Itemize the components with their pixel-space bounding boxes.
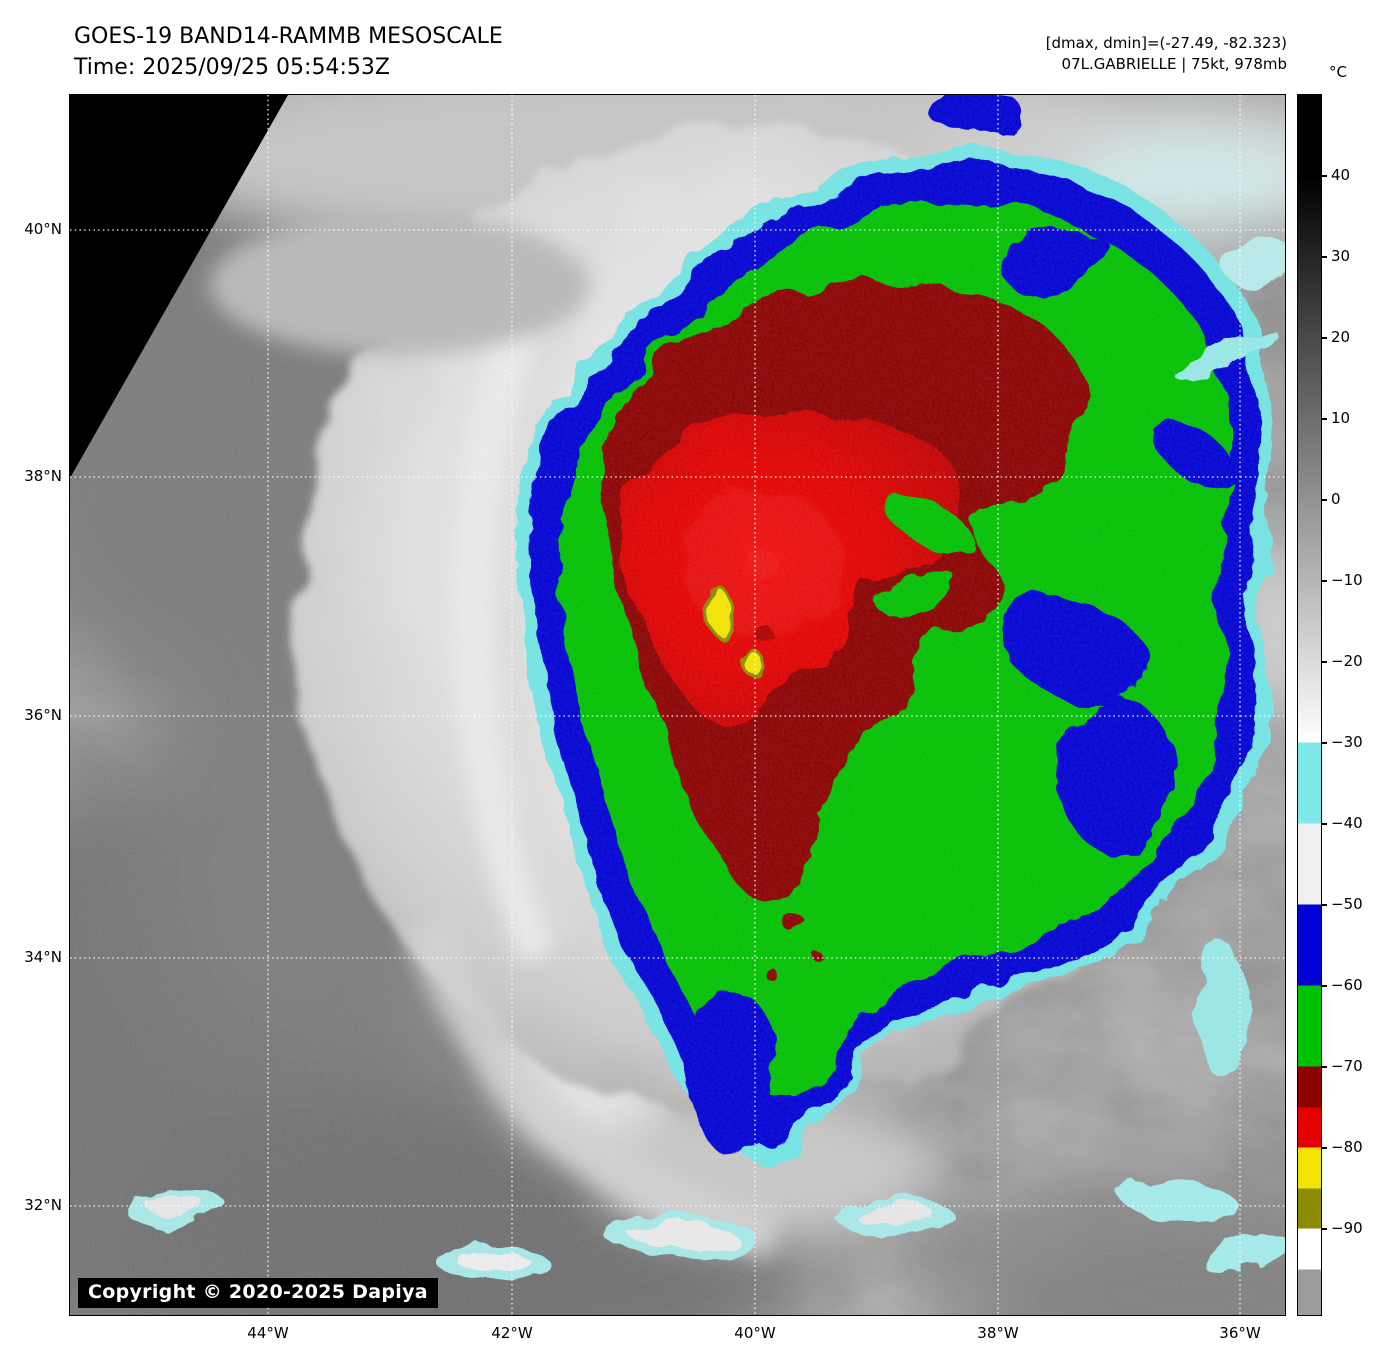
colorbar-tick xyxy=(1322,661,1327,663)
colorbar-tick-label: 40 xyxy=(1331,166,1351,184)
colorbar-tick-label: −10 xyxy=(1331,571,1363,589)
colorbar-tick xyxy=(1322,256,1327,258)
colorbar-tick-label: −30 xyxy=(1331,733,1363,751)
colorbar-tick xyxy=(1322,823,1327,825)
lon-tick-label: 44°W xyxy=(247,1324,289,1342)
colorbar xyxy=(1297,94,1322,1316)
colorbar-unit-label: °C xyxy=(1329,63,1347,81)
image-grain xyxy=(70,95,1285,1315)
no-data-region xyxy=(70,95,288,478)
time-label: Time: 2025/09/25 05:54:53Z xyxy=(74,55,390,80)
colorbar-tick-label: 0 xyxy=(1331,490,1341,508)
colorbar-tick xyxy=(1322,175,1327,177)
lat-tick-label: 40°N xyxy=(24,220,62,238)
colorbar-tick xyxy=(1322,1066,1327,1068)
colorbar-tick xyxy=(1322,985,1327,987)
colorbar-tick xyxy=(1322,742,1327,744)
colorbar-tick-label: −70 xyxy=(1331,1057,1363,1075)
colorbar-tick-label: −40 xyxy=(1331,814,1363,832)
colorbar-tick-label: 30 xyxy=(1331,247,1351,265)
lat-tick-label: 32°N xyxy=(24,1196,62,1214)
colorbar-tick-label: 20 xyxy=(1331,328,1351,346)
info-block: [dmax, dmin]=(-27.49, -82.323) 07L.GABRI… xyxy=(1046,33,1287,75)
title-block: GOES-19 BAND14-RAMMB MESOSCALE Time: 202… xyxy=(74,21,503,83)
colorbar-tick xyxy=(1322,337,1327,339)
grid-lines xyxy=(70,95,1285,1315)
colorbar-tick-label: −60 xyxy=(1331,976,1363,994)
map-title: GOES-19 BAND14-RAMMB MESOSCALE xyxy=(74,24,503,49)
colorbar-tick xyxy=(1322,418,1327,420)
satellite-image xyxy=(70,95,1285,1315)
colorbar-tick-label: −90 xyxy=(1331,1219,1363,1237)
lat-tick-label: 36°N xyxy=(24,706,62,724)
colorbar-tick-label: −20 xyxy=(1331,652,1363,670)
satellite-map: Copyright © 2020-2025 Dapiya xyxy=(69,94,1286,1316)
lat-tick-label: 34°N xyxy=(24,948,62,966)
lon-tick-label: 42°W xyxy=(491,1324,533,1342)
colorbar-tick xyxy=(1322,1147,1327,1149)
lat-tick-label: 38°N xyxy=(24,467,62,485)
colorbar-tick-label: −80 xyxy=(1331,1138,1363,1156)
lon-tick-label: 40°W xyxy=(734,1324,776,1342)
storm-info-label: 07L.GABRIELLE | 75kt, 978mb xyxy=(1061,55,1287,73)
lon-tick-label: 36°W xyxy=(1219,1324,1261,1342)
colorbar-tick-label: 10 xyxy=(1331,409,1351,427)
colorbar-tick xyxy=(1322,1228,1327,1230)
colorbar-tick xyxy=(1322,904,1327,906)
lon-tick-label: 38°W xyxy=(977,1324,1019,1342)
copyright-badge: Copyright © 2020-2025 Dapiya xyxy=(78,1278,438,1308)
dmax-dmin-label: [dmax, dmin]=(-27.49, -82.323) xyxy=(1045,34,1287,52)
colorbar-tick-label: −50 xyxy=(1331,895,1363,913)
colorbar-tick xyxy=(1322,499,1327,501)
colorbar-tick xyxy=(1322,580,1327,582)
